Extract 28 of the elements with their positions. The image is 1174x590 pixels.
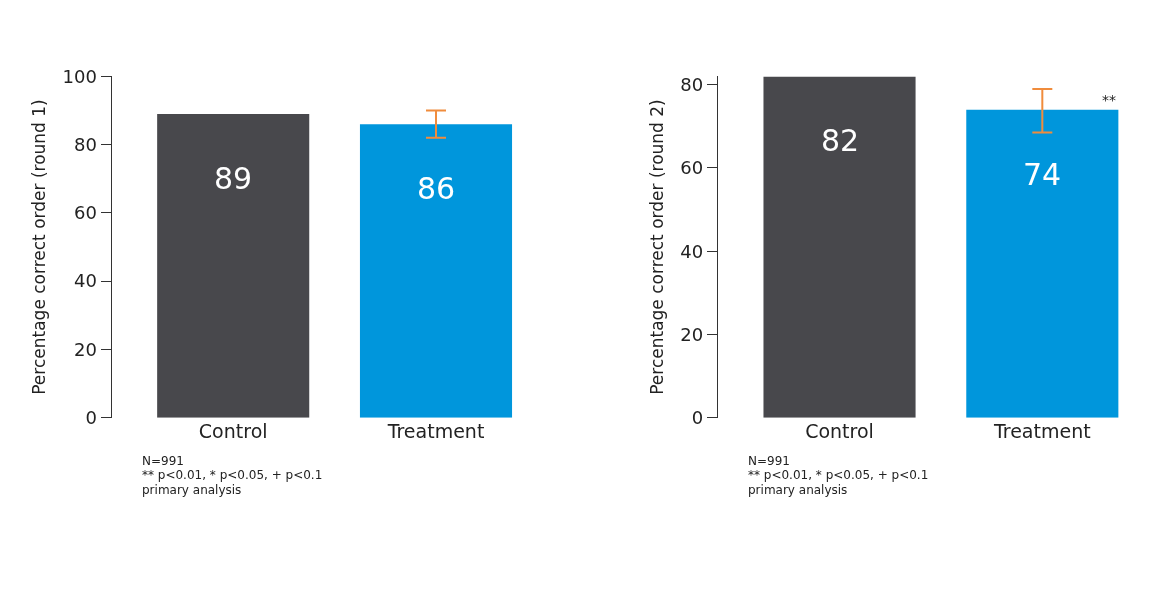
y-axis-title: Percentage correct order (round 1)	[29, 99, 50, 395]
y-tick-label: 80	[680, 74, 704, 96]
data-label: 74	[1023, 157, 1062, 192]
text: N=991	[748, 454, 790, 468]
y-axis-title: Percentage correct order (round 2)	[646, 99, 667, 395]
y-tick-label: 60	[74, 202, 97, 224]
x-tick-label: Control	[805, 419, 874, 442]
data-label: 82	[821, 123, 860, 158]
y-tick-label: 20	[680, 323, 704, 345]
x-tick-label: Treatment	[386, 419, 485, 442]
y-tick-label: 80	[74, 133, 97, 155]
x-tick-label: Control	[198, 419, 268, 442]
y-tick-label: 40	[680, 240, 704, 262]
annotation: **	[1102, 92, 1116, 108]
y-tick-label: 100	[62, 65, 97, 87]
data-label: 86	[417, 171, 456, 206]
text: ** p<0.01, * p<0.05, + p<0.1	[142, 468, 323, 482]
data-label: 89	[214, 161, 253, 196]
text: primary analysis	[748, 483, 848, 497]
y-tick-label: 60	[680, 157, 704, 179]
text: ** p<0.01, * p<0.05, + p<0.1	[748, 468, 929, 482]
text: N=991	[142, 454, 184, 468]
y-tick-label: 0	[85, 406, 97, 428]
text: primary analysis	[142, 483, 242, 497]
x-tick-label: Treatment	[992, 419, 1091, 442]
y-tick-label: 0	[691, 406, 704, 428]
y-tick-label: 40	[74, 270, 97, 292]
y-tick-label: 20	[74, 338, 97, 360]
